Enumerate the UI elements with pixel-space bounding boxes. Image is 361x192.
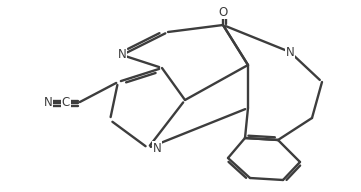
Text: N: N: [286, 46, 294, 59]
Text: N: N: [118, 49, 126, 61]
Text: C: C: [62, 97, 70, 109]
Text: N: N: [44, 97, 52, 109]
Text: N: N: [153, 142, 161, 155]
Text: O: O: [218, 6, 228, 18]
